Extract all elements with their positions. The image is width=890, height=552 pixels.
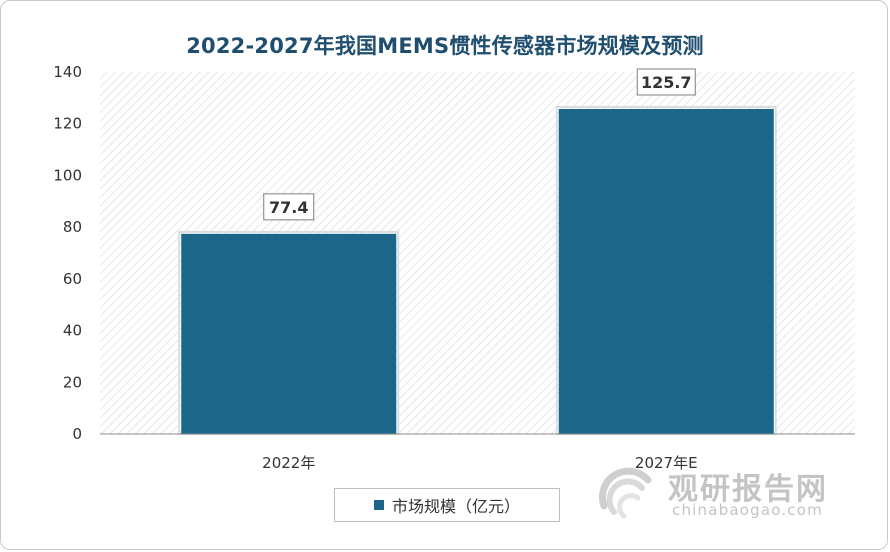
x-tick-label: 2022年 [262,454,315,472]
data-label-box [636,68,696,96]
watermark: 观研报告网 chinabaogao.com [592,458,852,528]
y-tick-label: 60 [63,270,82,288]
y-tick-label: 40 [63,322,82,340]
y-tick-label: 140 [53,63,82,81]
legend-swatch [373,500,384,510]
legend-label: 市场规模（亿元） [391,497,520,516]
y-tick-label: 120 [53,115,82,133]
watermark-cn: 观研报告网 [668,472,828,507]
legend: 市场规模（亿元） [334,488,560,522]
x-tick-label: 2027年E [635,454,698,472]
data-label-box [263,193,315,221]
data-label: 77.4 [269,198,308,217]
y-tick-label: 100 [53,166,82,184]
y-tick-label: 80 [63,218,82,236]
y-tick-label: 0 [72,425,82,443]
y-tick-label: 20 [63,373,82,391]
bar-1 [558,108,774,435]
watermark-en: chinabaogao.com [672,501,823,519]
chinabaogao-logo-icon [598,467,652,519]
chart-title: 2022-2027年我国MEMS惯性传感器市场规模及预测 [186,34,704,58]
data-label: 125.7 [641,73,692,92]
bar-0 [181,233,397,434]
